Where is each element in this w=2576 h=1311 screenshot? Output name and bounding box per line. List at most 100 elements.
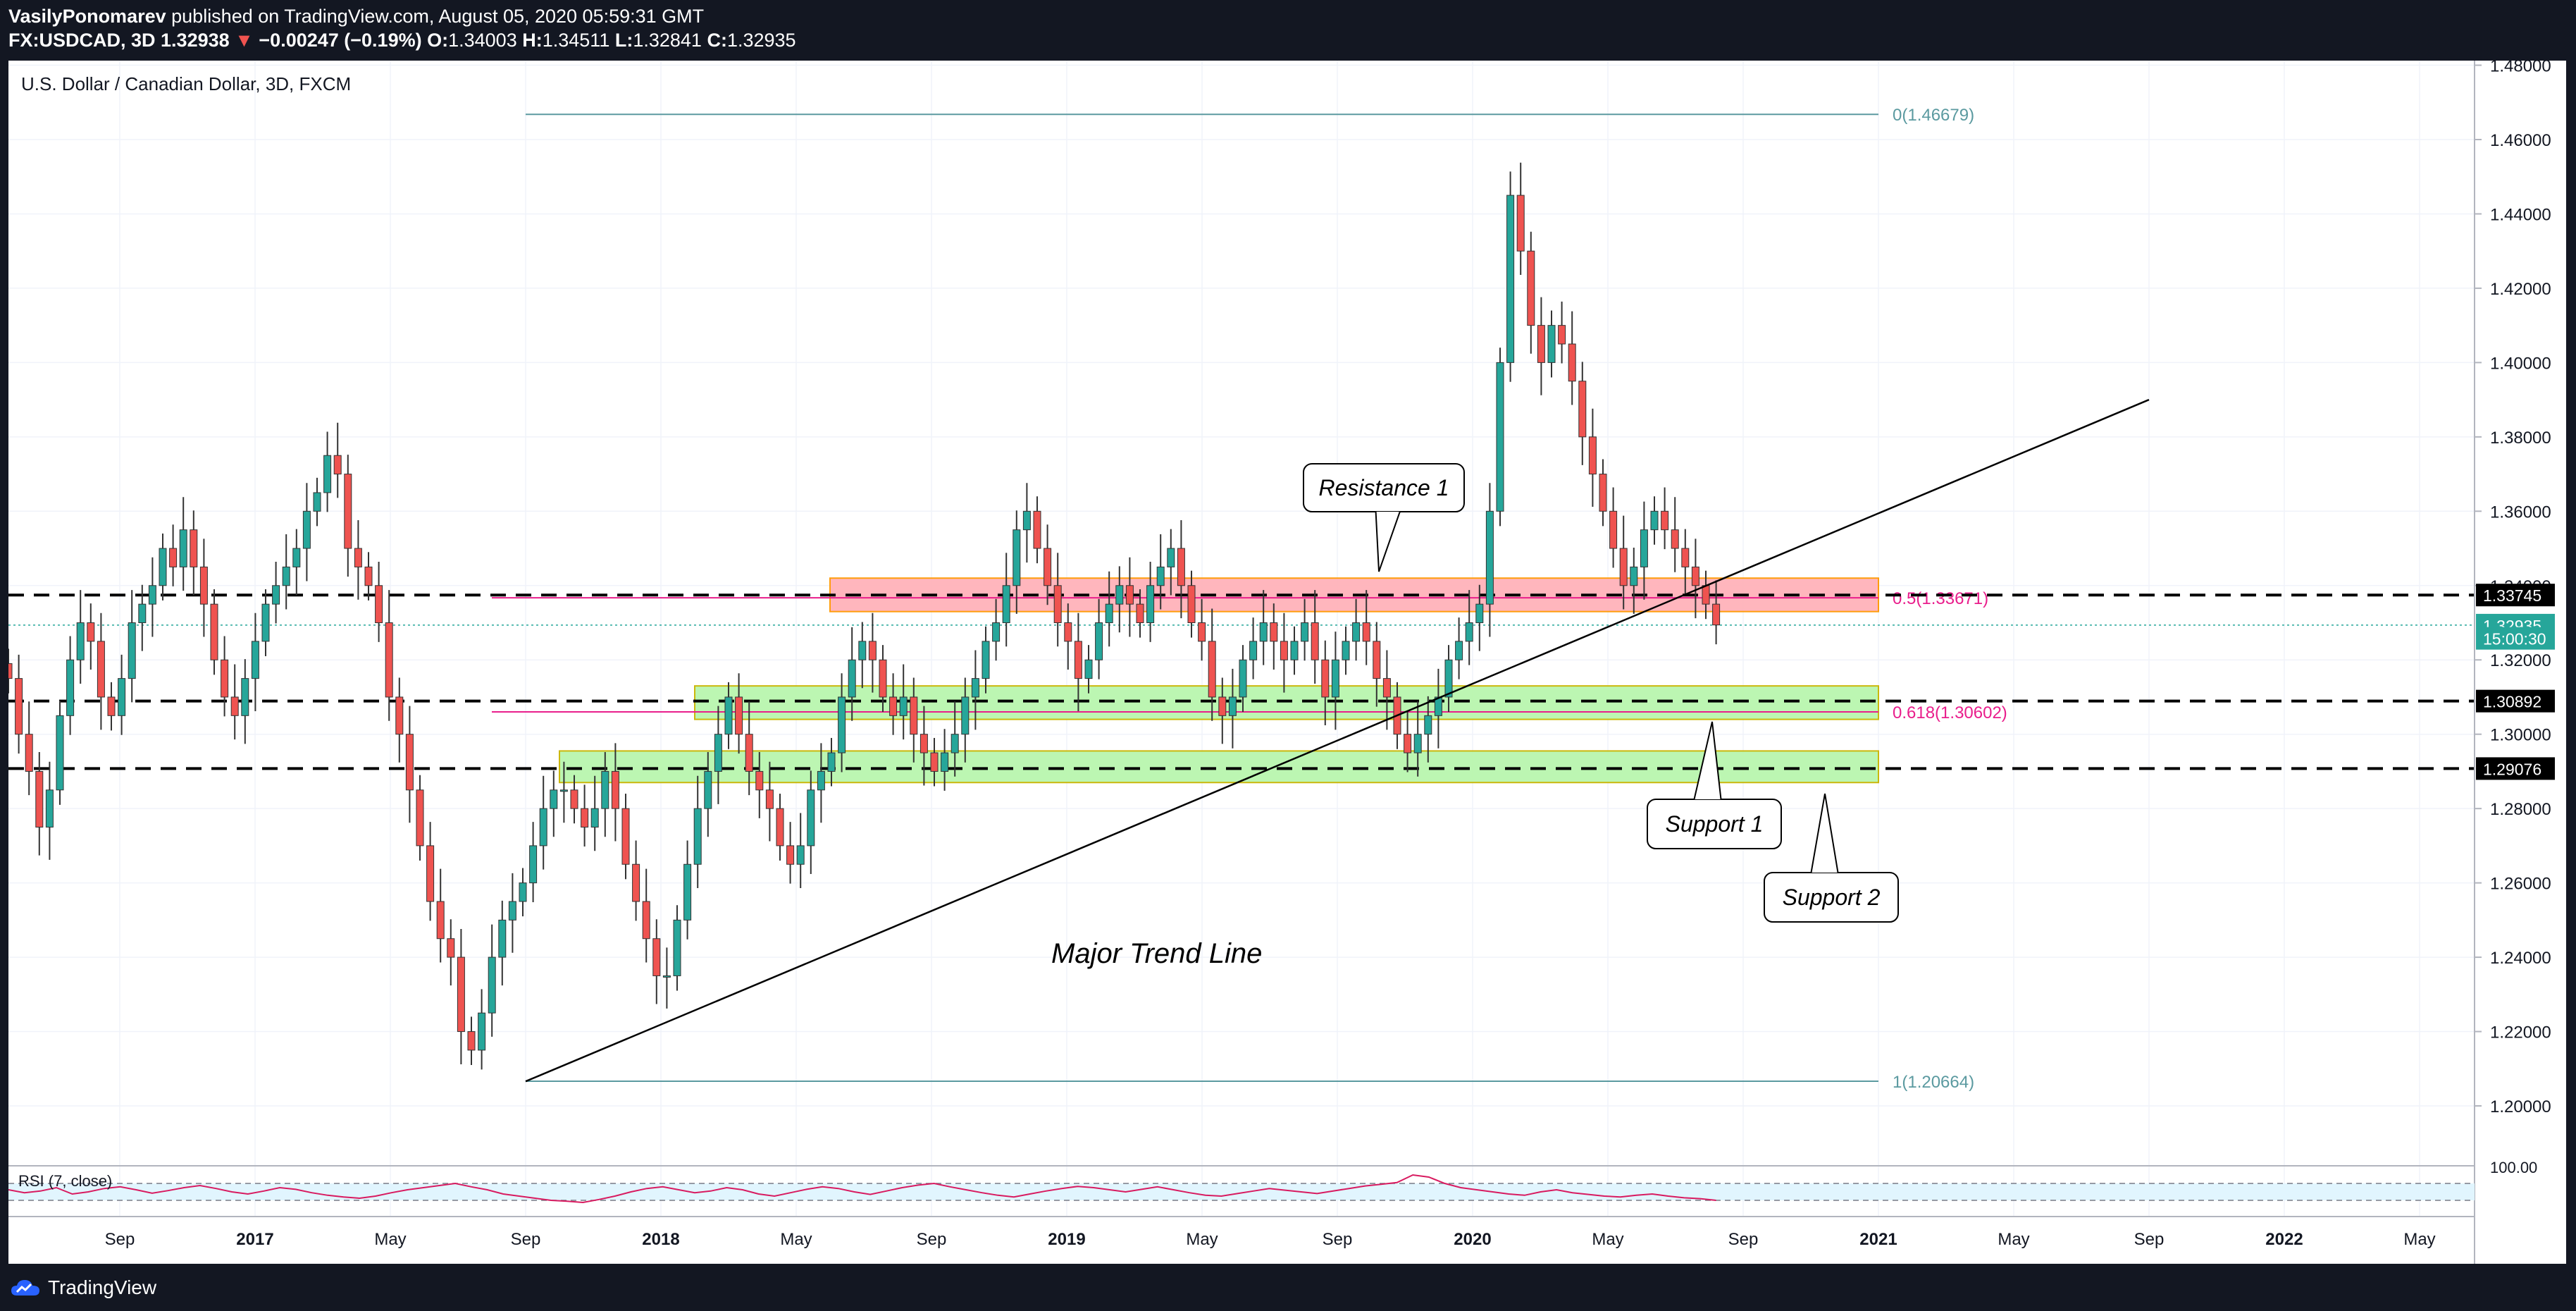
- candles: [4, 162, 1721, 1070]
- callout-label: Support 1: [1666, 811, 1764, 837]
- candle-body: [776, 808, 784, 847]
- candle-body: [1373, 641, 1381, 679]
- candle-body: [1588, 436, 1597, 475]
- candle-body: [1249, 641, 1258, 660]
- candle-body: [1331, 659, 1339, 698]
- time-tick-label: 2019: [1048, 1230, 1085, 1249]
- candle-body: [1342, 641, 1350, 660]
- candle-body: [581, 808, 589, 828]
- price-tick-label: 1.44000: [2490, 205, 2551, 224]
- time-tick-label: Sep: [1728, 1230, 1759, 1249]
- candle-body: [632, 863, 640, 902]
- candle-body: [848, 659, 856, 698]
- candle-body: [251, 641, 259, 679]
- candle-body: [683, 863, 692, 921]
- price-chart[interactable]: 0(1.46679) 0.5(1.33671) 0.618(1.30602) 1(1.…: [4, 57, 2566, 1264]
- candle-body: [76, 622, 85, 660]
- price-tick-label: 1.28000: [2490, 800, 2551, 819]
- callout-pointer: [1375, 511, 1401, 572]
- candle-body: [662, 975, 671, 978]
- callout: Support 2: [1764, 793, 1899, 923]
- rsi-band: [8, 1183, 2475, 1200]
- candle-body: [1053, 585, 1062, 623]
- candle-body: [467, 1031, 476, 1051]
- price-tick-label: 1.38000: [2490, 429, 2551, 448]
- candle-body: [714, 734, 722, 772]
- candle-body: [1198, 622, 1206, 642]
- time-tick-label: 2017: [236, 1230, 273, 1249]
- candle-body: [1187, 585, 1196, 623]
- candle-body: [1496, 362, 1504, 512]
- candle-body: [1404, 734, 1412, 753]
- candle-body: [1547, 325, 1556, 363]
- candle-body: [4, 663, 13, 679]
- time-tick-label: 2021: [1859, 1230, 1897, 1249]
- time-axis: Sep 2017 May Sep 2018 May Sep 2019 May Sep 2020 May…: [105, 1230, 2436, 1249]
- candle-body: [1630, 566, 1638, 586]
- candle-body: [210, 603, 218, 660]
- candle-body: [97, 641, 105, 698]
- open-value: 1.34003: [448, 30, 517, 51]
- candle-body: [1084, 659, 1093, 679]
- callouts: Resistance 1 Support 1 Support 2: [1303, 463, 1899, 923]
- candle-body: [745, 734, 753, 772]
- candle-body: [118, 678, 126, 716]
- candle-body: [868, 641, 877, 660]
- publisher-name[interactable]: VasilyPonomarev: [8, 6, 166, 27]
- candle-body: [1064, 622, 1072, 642]
- price-tick-label: 1.40000: [2490, 354, 2551, 373]
- price-tick-label: 1.22000: [2490, 1023, 2551, 1042]
- price-label-text: 15:00:30: [2483, 630, 2546, 648]
- candle-body: [1455, 641, 1463, 660]
- time-tick-label: May: [1998, 1230, 2029, 1249]
- candle-body: [128, 622, 136, 679]
- candle-body: [807, 789, 815, 847]
- candle-body: [1558, 325, 1566, 345]
- low-value: 1.32841: [633, 30, 702, 51]
- candle-body: [529, 845, 538, 884]
- symbol-label[interactable]: FX:USDCAD, 3D: [8, 30, 156, 51]
- dashed-levels: [8, 593, 2475, 770]
- price-tick-label: 1.32000: [2490, 651, 2551, 670]
- candle-body: [941, 752, 949, 772]
- candle-body: [1218, 696, 1227, 716]
- candle-body: [426, 845, 435, 902]
- candle-body: [919, 734, 928, 753]
- tradingview-logo[interactable]: TradingView: [10, 1276, 156, 1299]
- candle-body: [1382, 678, 1391, 698]
- candle-body: [498, 919, 507, 958]
- price-label-box: [2476, 584, 2555, 607]
- chart-area[interactable]: 0(1.46679) 0.5(1.33671) 0.618(1.30602) 1(1.…: [4, 57, 2566, 1264]
- candle-body: [1619, 548, 1628, 586]
- candle-body: [35, 770, 44, 828]
- rsi-top-tick: 100.00: [2490, 1159, 2537, 1176]
- close-value: 1.32935: [726, 30, 796, 51]
- time-tick-label: May: [780, 1230, 812, 1249]
- candle-body: [1022, 510, 1031, 531]
- price-tick-label: 1.30000: [2490, 726, 2551, 745]
- candle-body: [323, 455, 332, 493]
- candle-body: [1105, 603, 1113, 624]
- candle-body: [45, 789, 54, 828]
- open-label: O:: [427, 30, 449, 51]
- candle-body: [1650, 510, 1659, 531]
- candle-body: [1321, 659, 1330, 698]
- candle-body: [1146, 585, 1155, 623]
- candle-body: [313, 492, 321, 512]
- candle-body: [982, 641, 990, 679]
- candle-body: [1568, 343, 1576, 382]
- candle-body: [1712, 603, 1721, 626]
- candle-body: [354, 548, 362, 567]
- candle-body: [1290, 641, 1299, 660]
- major-trend-line: [525, 398, 2150, 1083]
- high-value: 1.34511: [542, 30, 610, 51]
- time-tick-label: May: [2403, 1230, 2435, 1249]
- price-tick-label: 1.26000: [2490, 875, 2551, 894]
- candle-body: [601, 770, 609, 809]
- time-tick-label: 2022: [2265, 1230, 2303, 1249]
- callout-pointer: [1810, 793, 1839, 873]
- candle-body: [879, 659, 887, 698]
- footer-bar: TradingView: [0, 1264, 2576, 1311]
- candle-body: [1115, 585, 1124, 605]
- published-text: published on TradingView.com, August 05,…: [171, 6, 705, 27]
